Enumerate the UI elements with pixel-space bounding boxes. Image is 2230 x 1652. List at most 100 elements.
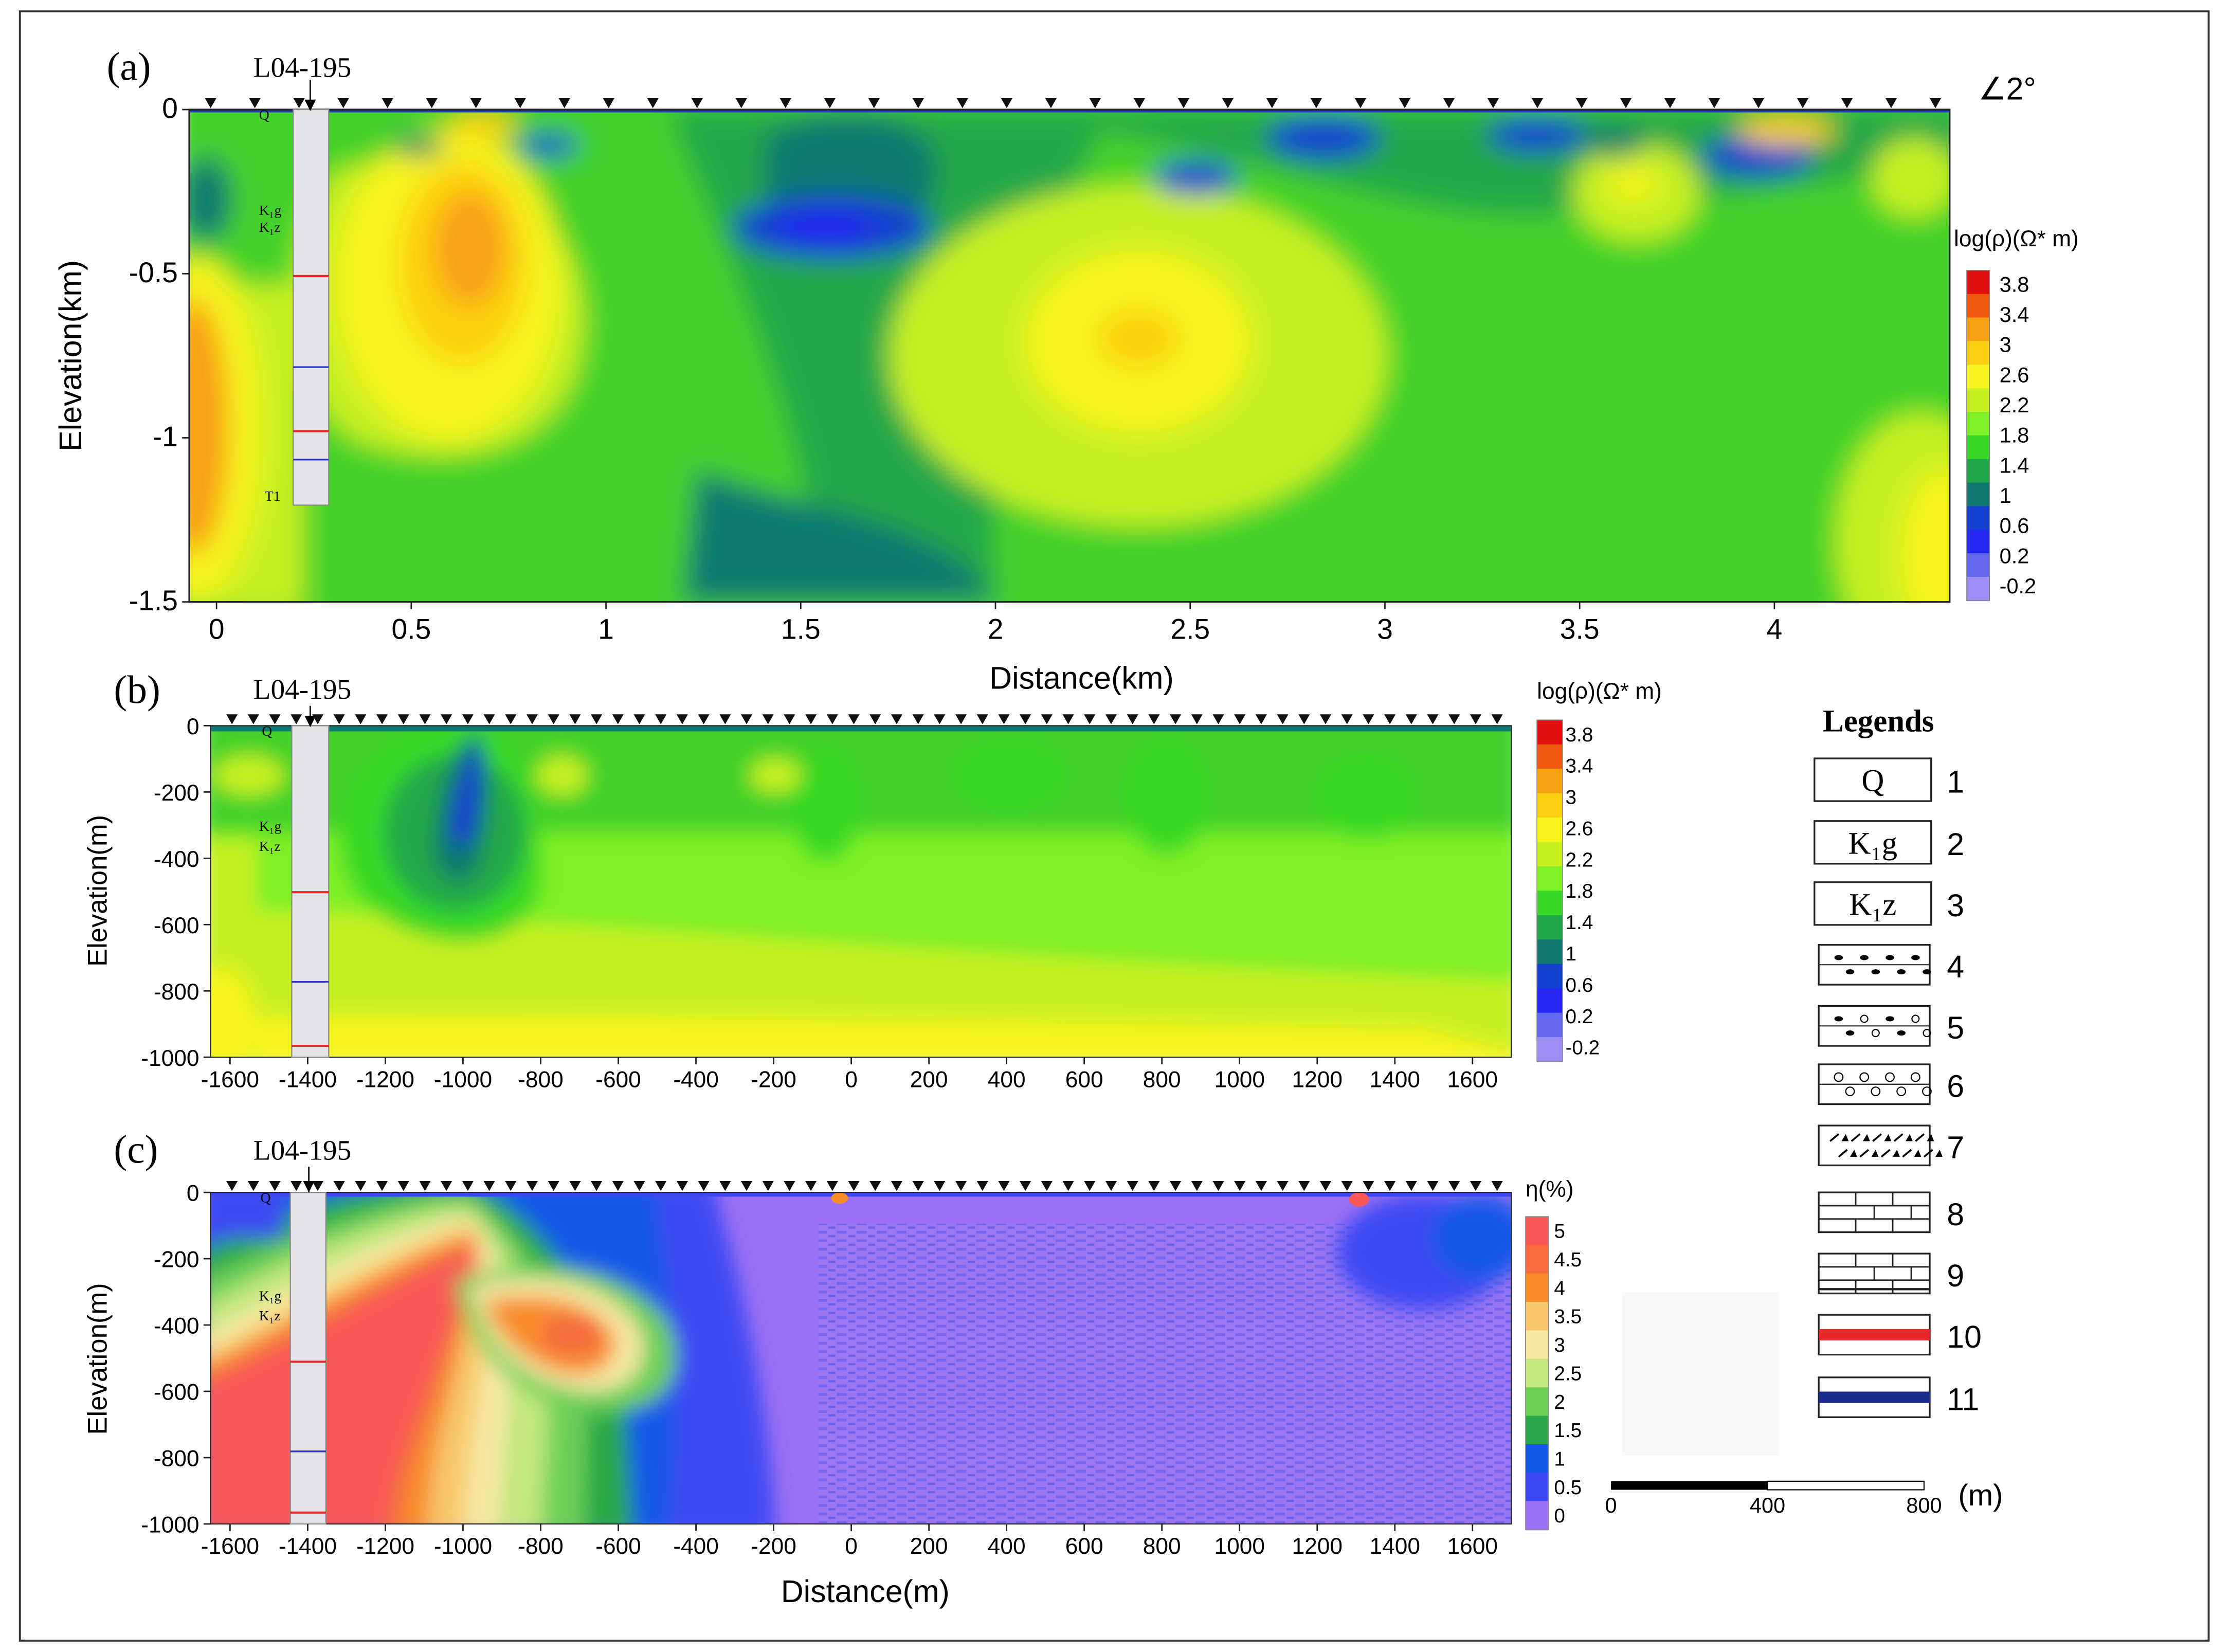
scale-tick-400: 400	[1750, 1493, 1785, 1517]
legend-pattern-mark	[1896, 1086, 1907, 1097]
x-tick-label: 600	[1065, 1534, 1103, 1559]
colorbar-tick-label: 0	[1554, 1505, 1565, 1527]
legend-pattern-mark	[1902, 1149, 1912, 1158]
colorbar-tick-label: 4	[1554, 1277, 1565, 1299]
colorbar-segment	[1966, 365, 1990, 389]
station-marker	[526, 714, 538, 724]
station-marker	[976, 1181, 988, 1191]
station-marker	[1620, 98, 1632, 108]
x-tick-label: 0.5	[391, 613, 431, 645]
colorbar-tick-label: 1.5	[1554, 1420, 1582, 1442]
y-tick-label: -800	[154, 979, 200, 1005]
legend-item: 6	[1818, 1063, 1964, 1105]
station-marker	[591, 1181, 603, 1191]
station-marker	[1341, 714, 1353, 724]
station-marker	[740, 714, 753, 724]
legend-pattern-mark	[1905, 1134, 1913, 1141]
colorbar-tick-label: 1	[2000, 483, 2011, 507]
panel-a-label: (a)	[107, 44, 151, 88]
station-marker	[333, 714, 345, 724]
station-marker	[291, 714, 302, 724]
colorbar-b: 3.8 3.4 3 2.6 2.2 1.8 1.4 1 0.6 0.2 -0.2	[1536, 719, 1600, 1062]
x-tick-label: -1600	[201, 1534, 259, 1559]
colorbar-tick-label: 3	[1554, 1334, 1565, 1356]
station-marker	[1384, 714, 1396, 724]
station-marker	[1531, 98, 1544, 108]
colorbar-segment	[1966, 411, 1990, 437]
legend-item: 10	[1818, 1314, 1982, 1356]
legend-pattern-mark	[1845, 1086, 1855, 1097]
station-marker	[1255, 1181, 1267, 1191]
x-tick-label: 0	[209, 613, 225, 645]
y-tick-label: -0.5	[129, 257, 178, 288]
station-marker	[1363, 714, 1374, 724]
legend-pattern-mark	[1862, 1134, 1870, 1141]
legend-number: 9	[1947, 1258, 1964, 1293]
legend-pattern-mark	[1829, 1133, 1840, 1142]
legend-pattern-mark	[1834, 1072, 1844, 1082]
legend-pattern-mark	[1927, 1134, 1934, 1141]
axes-b: -1600 -1400 -1200 -1000 -800 -600 -400 -200 0 200…	[141, 714, 1498, 1092]
colorbar-segment	[1525, 1358, 1549, 1388]
colorbar-tick-label: 3.8	[1565, 724, 1593, 746]
station-marker	[249, 98, 261, 108]
colorbar-segment	[1537, 1012, 1563, 1038]
x-tick-label: 1	[598, 613, 614, 645]
colorbar-segment	[1525, 1330, 1549, 1360]
panel-c-colorbar-title: η(%)	[1526, 1176, 1573, 1202]
x-tick-label: 2.5	[1170, 613, 1210, 645]
legend-pattern-mark	[1897, 969, 1906, 975]
station-marker	[514, 98, 526, 108]
station-marker	[647, 98, 659, 108]
panel-a-ylabel: Elevation(km)	[53, 260, 88, 451]
colorbar-segment	[1537, 1037, 1563, 1062]
station-marker	[269, 1181, 281, 1191]
stations-a	[205, 98, 1942, 108]
station-marker	[740, 1181, 753, 1191]
station-marker	[691, 98, 703, 108]
station-marker	[1177, 98, 1189, 108]
dip-label: ∠2°	[1978, 71, 2036, 106]
station-marker	[848, 1181, 860, 1191]
colorbar-tick-label: -0.2	[1565, 1037, 1600, 1059]
station-marker	[1266, 98, 1278, 108]
stratum-k1z-a: K₁z	[259, 219, 281, 235]
station-marker	[1105, 1181, 1117, 1191]
y-tick-label: 0	[162, 93, 178, 124]
legend-swatch	[1814, 820, 1932, 865]
station-marker	[312, 714, 324, 724]
colorbar-tick-label: 2.5	[1554, 1363, 1582, 1385]
legend-swatch	[1818, 1124, 1931, 1167]
station-marker	[1020, 714, 1031, 724]
station-marker	[462, 1181, 474, 1191]
colorbar-segment	[1525, 1501, 1549, 1531]
station-marker	[998, 1181, 1010, 1191]
y-tick-label: -400	[154, 1314, 200, 1339]
legend-pattern-mark	[1871, 1086, 1881, 1097]
colorbar-tick-label: 1.8	[2000, 423, 2029, 447]
station-marker	[1148, 1181, 1160, 1191]
stratum-k1g-b: K₁g	[259, 818, 282, 834]
colorbar-segment	[1966, 341, 1990, 366]
x-tick-label: -400	[673, 1534, 719, 1559]
station-marker	[247, 1181, 259, 1191]
station-marker	[1170, 1181, 1182, 1191]
station-marker	[1664, 98, 1676, 108]
legend-symbol: K₁g	[1848, 826, 1897, 861]
scale-tick-0: 0	[1605, 1493, 1617, 1517]
colorbar-segment	[1537, 915, 1563, 940]
station-marker	[1841, 98, 1853, 108]
x-tick-label: 600	[1065, 1067, 1103, 1092]
station-marker	[483, 1181, 495, 1191]
station-marker	[1448, 714, 1460, 724]
station-marker	[1127, 1181, 1138, 1191]
legend-number: 6	[1947, 1069, 1964, 1104]
colorbar-segment	[1525, 1302, 1549, 1331]
station-marker	[1310, 98, 1322, 108]
station-marker	[397, 714, 409, 724]
colorbar-segment	[1525, 1273, 1549, 1303]
x-tick-label: 200	[910, 1534, 948, 1559]
station-marker	[891, 1181, 903, 1191]
station-marker	[633, 1181, 645, 1191]
